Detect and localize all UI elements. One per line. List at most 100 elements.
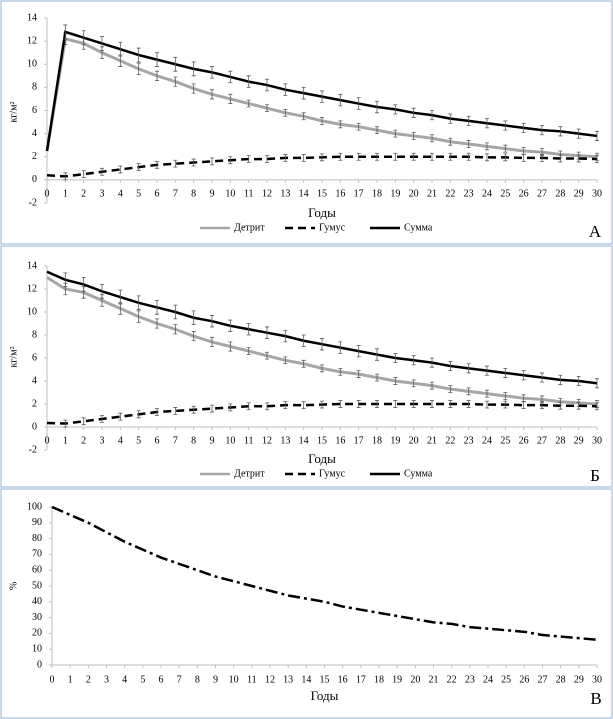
error-bar <box>338 93 343 107</box>
error-bar <box>485 365 489 376</box>
x-tick-label: 15 <box>320 674 330 685</box>
x-tick-label: 26 <box>519 674 529 685</box>
x-tick-label: 17 <box>354 188 364 199</box>
x-tick-label: 24 <box>483 674 493 685</box>
x-tick-label: 25 <box>500 188 510 199</box>
x-tick-label: 2 <box>81 188 86 199</box>
error-bar <box>595 130 599 141</box>
error-bar <box>246 75 251 88</box>
error-bar <box>466 387 471 396</box>
x-tick-label: 20 <box>410 674 420 685</box>
y-tick-label: 14 <box>27 260 37 271</box>
error-bar <box>155 300 159 315</box>
error-bar <box>155 52 159 67</box>
error-bar <box>301 401 306 409</box>
y-tick-label: 50 <box>32 580 42 591</box>
x-tick-label: 7 <box>177 674 182 685</box>
error-bar <box>393 152 398 161</box>
panel-label: А <box>589 222 602 241</box>
x-tick-label: 3 <box>104 674 109 685</box>
y-tick-label: 60 <box>32 564 42 575</box>
error-bar <box>466 140 471 148</box>
error-bar <box>210 89 214 100</box>
error-bar <box>228 93 233 104</box>
x-tick-label: 28 <box>556 674 566 685</box>
x-tick-label: 4 <box>118 188 123 199</box>
x-tick-label: 23 <box>465 674 475 685</box>
error-bar <box>136 410 141 419</box>
y-tick-label: 40 <box>32 596 42 607</box>
y-tick-label: 10 <box>27 59 37 70</box>
x-tick-label: 10 <box>229 674 239 685</box>
error-bar <box>155 408 159 416</box>
error-bar <box>283 401 288 409</box>
error-bar <box>81 277 86 292</box>
x-tick-label: 22 <box>445 435 455 446</box>
error-bar <box>375 100 379 114</box>
legend-label: Гумус <box>319 222 346 233</box>
x-tick-label: 7 <box>173 188 178 199</box>
error-bar <box>191 310 196 326</box>
error-bar <box>100 284 104 299</box>
x-tick-label: 16 <box>335 188 345 199</box>
error-bar <box>503 392 508 400</box>
x-tick-label: 23 <box>464 435 474 446</box>
error-bar <box>118 412 123 421</box>
x-tick-label: 26 <box>519 188 529 199</box>
error-bar <box>375 373 379 382</box>
error-bar <box>81 170 86 178</box>
error-bar <box>485 142 489 151</box>
error-bar <box>466 400 471 408</box>
error-bar <box>283 108 288 117</box>
x-tick-label: 2 <box>81 435 86 446</box>
error-bar <box>595 155 599 163</box>
error-bar <box>375 348 379 361</box>
x-tick-label: 20 <box>409 435 419 446</box>
x-tick-label: 21 <box>429 674 439 685</box>
error-bar <box>430 152 434 161</box>
legend-label: Сумма <box>404 222 433 233</box>
x-tick-label: 8 <box>195 674 200 685</box>
y-tick-label: 0 <box>32 421 37 432</box>
error-bar <box>521 401 526 409</box>
error-bar <box>595 378 599 389</box>
legend-label: Сумма <box>404 468 433 479</box>
x-tick-label: 24 <box>482 188 492 199</box>
x-tick-label: 24 <box>482 435 492 446</box>
y-tick-label: 14 <box>27 12 37 23</box>
error-bar <box>485 400 489 409</box>
x-tick-label: 1 <box>63 188 68 199</box>
y-tick-label: 8 <box>32 329 37 340</box>
x-tick-label: 16 <box>338 674 348 685</box>
y-tick-label: 6 <box>32 352 37 363</box>
x-tick-label: 9 <box>210 188 215 199</box>
x-tick-label: 30 <box>592 435 602 446</box>
error-bar <box>430 134 434 143</box>
x-tick-label: 27 <box>537 188 547 199</box>
y-tick-label: 4 <box>32 128 37 139</box>
x-tick-label: 3 <box>100 435 105 446</box>
x-tick-label: 29 <box>574 674 584 685</box>
error-bar <box>118 41 123 57</box>
x-tick-label: 0 <box>50 674 55 685</box>
legend-label: Детрит <box>234 222 265 233</box>
error-bar <box>521 154 526 162</box>
error-bar <box>576 376 581 386</box>
x-tick-label: 25 <box>501 674 511 685</box>
error-bar <box>283 330 288 343</box>
error-bar <box>301 86 306 100</box>
error-bar <box>576 154 581 163</box>
x-tick-label: 30 <box>592 188 602 199</box>
x-tick-label: 8 <box>191 188 196 199</box>
error-bar <box>155 70 159 81</box>
error-bar <box>191 331 196 342</box>
error-bar <box>540 372 544 383</box>
x-axis-title: Годы <box>308 451 336 466</box>
y-tick-label: 20 <box>32 628 42 639</box>
error-bar <box>301 359 306 368</box>
error-bar <box>246 99 251 108</box>
error-bar <box>503 120 508 131</box>
x-tick-label: 13 <box>280 188 290 199</box>
x-tick-label: 18 <box>374 674 384 685</box>
